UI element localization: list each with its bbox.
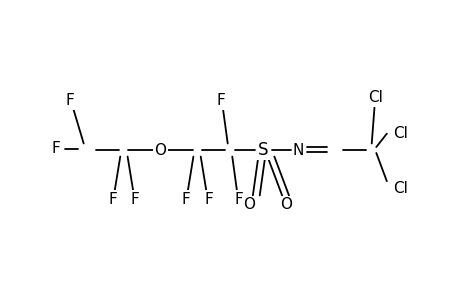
Text: S: S <box>257 141 268 159</box>
Text: Cl: Cl <box>367 91 382 106</box>
Text: F: F <box>181 191 190 206</box>
Text: F: F <box>108 191 117 206</box>
Text: Cl: Cl <box>392 126 407 141</box>
Text: O: O <box>279 197 291 212</box>
Text: O: O <box>243 197 255 212</box>
Text: F: F <box>234 191 243 206</box>
Text: O: O <box>154 142 166 158</box>
Text: F: F <box>52 141 61 156</box>
Text: N: N <box>292 142 303 158</box>
Text: F: F <box>131 191 140 206</box>
Text: F: F <box>204 191 213 206</box>
Text: Cl: Cl <box>392 181 407 196</box>
Text: F: F <box>216 94 225 109</box>
Text: F: F <box>66 94 74 109</box>
